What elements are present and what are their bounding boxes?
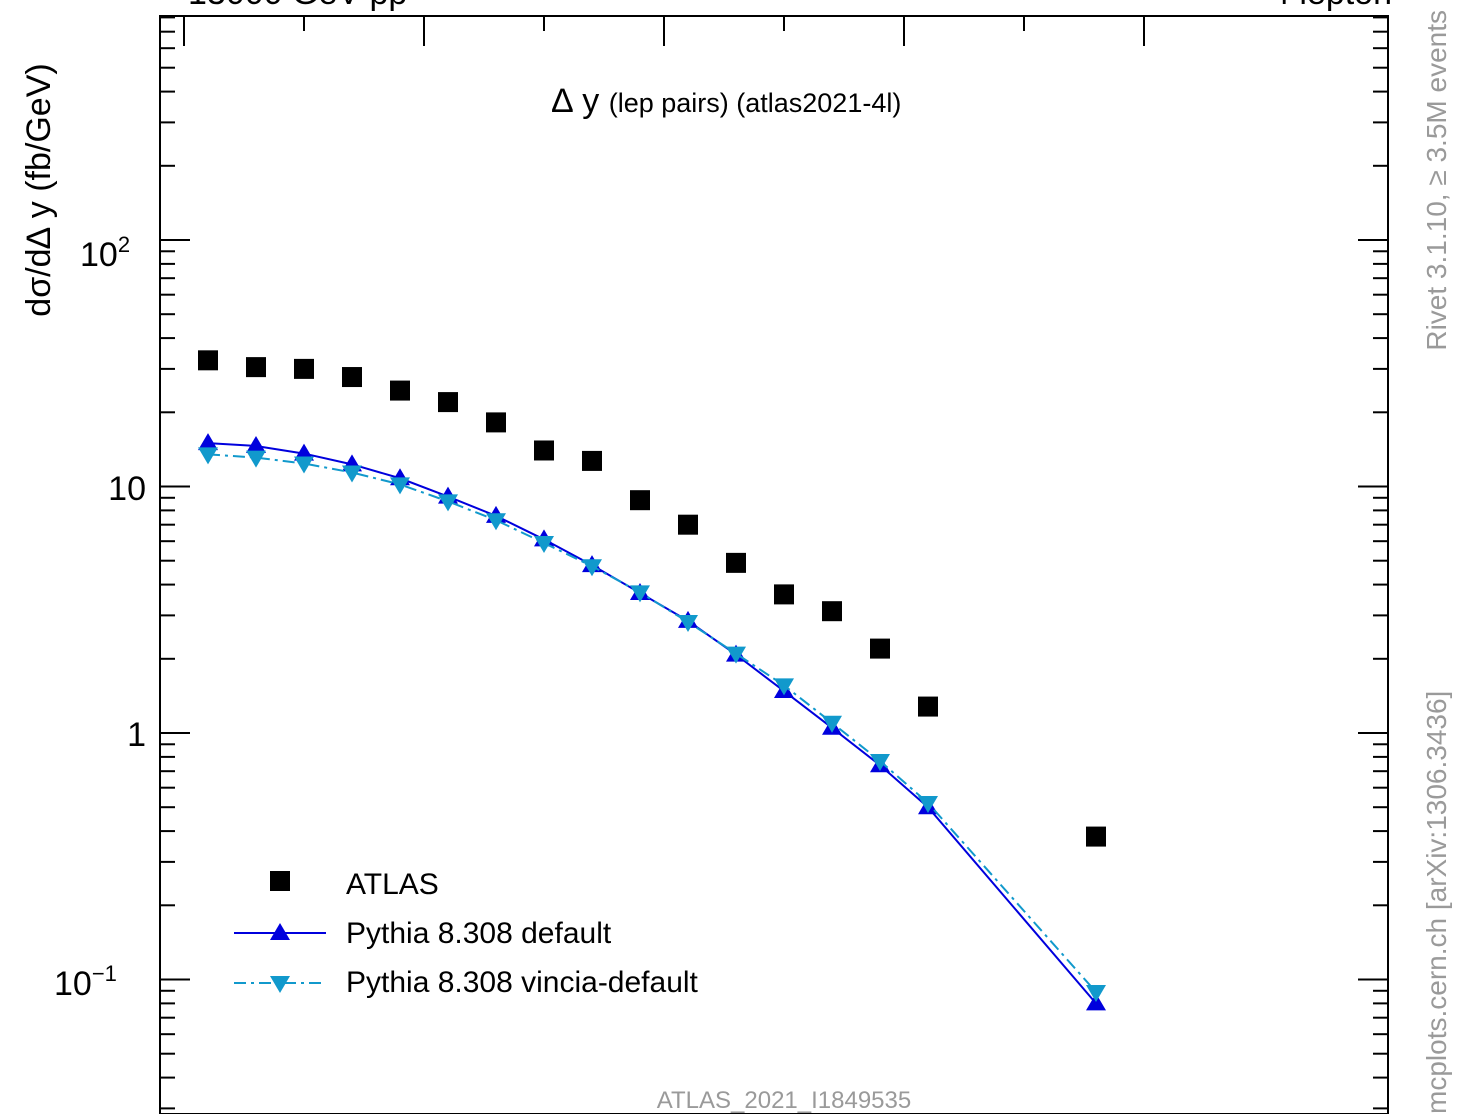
data-point-atlas (486, 412, 506, 433)
data-point-atlas (342, 367, 362, 388)
data-point-pythia-8-308-vincia-default (246, 450, 266, 468)
chart-title-text: (lep pairs) (atlas2021-4l) (609, 88, 902, 118)
y-axis-label: dσ/d∆ y (fb/GeV) (20, 63, 58, 316)
data-point-pythia-8-308-vincia-default (726, 646, 746, 664)
legend-label-atlas: ATLAS (346, 868, 439, 901)
data-point-pythia-8-308-vincia-default (390, 477, 410, 495)
data-point-pythia-8-308-vincia-default (198, 447, 218, 465)
mcplots-label: mcplots.cern.ch [arXiv:1306.3436] (1421, 691, 1452, 1114)
data-point-pythia-8-308-vincia-default (582, 559, 602, 577)
ytick-label-10: 10 (108, 470, 146, 508)
ytick-label-1: 1 (127, 716, 146, 754)
data-point-atlas (246, 357, 266, 378)
data-point-atlas (678, 514, 698, 535)
data-point-atlas (822, 601, 842, 622)
analysis-id: ATLAS_2021_I1849535 (657, 1087, 911, 1114)
data-point-pythia-8-308-default (294, 443, 314, 461)
ytick-exp-2: 2 (118, 232, 130, 257)
data-point-atlas (1086, 826, 1106, 847)
ytick-exp-minus1: −1 (92, 961, 117, 986)
data-point-atlas (726, 552, 746, 573)
data-point-pythia-8-308-vincia-default (678, 615, 698, 633)
data-point-pythia-8-308-vincia-default (486, 513, 506, 531)
data-point-atlas (534, 440, 554, 461)
data-point-pythia-8-308-default (246, 435, 266, 453)
data-point-pythia-8-308-vincia-default (630, 585, 650, 603)
data-point-atlas (918, 696, 938, 717)
data-point-pythia-8-308-default (198, 433, 218, 451)
data-point-pythia-8-308-vincia-default (774, 678, 794, 696)
legend-marker-atlas (270, 871, 290, 891)
data-point-pythia-8-308-vincia-default (918, 796, 938, 814)
chart-title-symbol: ∆ y (552, 82, 599, 120)
data-point-pythia-8-308-vincia-default (1086, 984, 1106, 1002)
data-point-pythia-8-308-vincia-default (294, 456, 314, 474)
legend: ATLAS Pythia 8.308 default Pythia 8.308 … (234, 868, 699, 999)
rivet-version-label: Rivet 3.1.10, ≥ 3.5M events (1421, 10, 1452, 351)
header-process: 13000 GeV pp (188, 0, 407, 12)
legend-label-pythia-vincia: Pythia 8.308 vincia-default (346, 966, 699, 999)
data-point-atlas (438, 392, 458, 413)
data-point-atlas (774, 584, 794, 605)
series-line-pythia-8-308-vincia-default (207, 453, 1097, 993)
ytick-label-100: 102 (80, 232, 130, 274)
data-point-pythia-8-308-vincia-default (438, 494, 458, 512)
header-channel: 4 lepton (1271, 0, 1392, 12)
chart-marks (198, 350, 1106, 1011)
data-point-pythia-8-308-vincia-default (822, 715, 842, 733)
axis-ticks (160, 16, 1388, 1110)
chart-title: ∆ y (lep pairs) (atlas2021-4l) (552, 82, 901, 120)
data-point-pythia-8-308-vincia-default (534, 535, 554, 553)
plot-frame (159, 15, 1389, 1114)
data-point-atlas (630, 490, 650, 511)
data-point-atlas (390, 380, 410, 401)
series-line-pythia-8-308-default (207, 442, 1097, 1005)
data-point-pythia-8-308-vincia-default (870, 753, 890, 771)
legend-label-pythia-default: Pythia 8.308 default (346, 917, 612, 950)
ytick-label-0.1: 10−1 (54, 961, 117, 1003)
legend-marker-pythia-default (270, 923, 290, 940)
data-point-atlas (582, 450, 602, 471)
data-point-atlas (294, 358, 314, 379)
data-point-pythia-8-308-vincia-default (342, 465, 362, 483)
data-point-atlas (198, 350, 218, 371)
data-point-atlas (870, 638, 890, 659)
legend-marker-pythia-vincia (270, 976, 290, 993)
